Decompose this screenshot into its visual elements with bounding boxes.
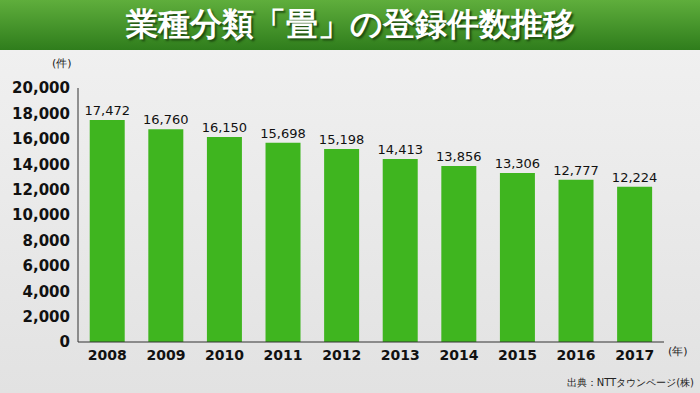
- svg-text:2012: 2012: [322, 347, 361, 363]
- svg-text:2011: 2011: [264, 347, 303, 363]
- svg-text:18,000: 18,000: [12, 105, 70, 123]
- svg-text:2008: 2008: [88, 347, 127, 363]
- svg-text:14,000: 14,000: [12, 156, 70, 174]
- svg-text:13,856: 13,856: [436, 149, 482, 164]
- svg-text:2013: 2013: [381, 347, 420, 363]
- svg-text:20,000: 20,000: [12, 79, 70, 97]
- svg-text:2014: 2014: [439, 347, 478, 363]
- html-text:業種分類「畳」の登録件数推移: 業種分類「畳」の登録件数推移: [125, 5, 575, 43]
- svg-text:16,150: 16,150: [202, 120, 248, 135]
- svg-text:10,000: 10,000: [12, 206, 70, 224]
- svg-text:12,224: 12,224: [612, 170, 658, 185]
- html-text:(件): (件): [52, 57, 72, 70]
- svg-text:16,000: 16,000: [12, 130, 70, 148]
- svg-text:2010: 2010: [205, 347, 244, 363]
- svg-text:14,413: 14,413: [377, 142, 423, 157]
- html-text:(年): (年): [668, 345, 688, 358]
- svg-text:2017: 2017: [615, 347, 654, 363]
- svg-text:2015: 2015: [498, 347, 537, 363]
- svg-text:15,698: 15,698: [260, 126, 306, 141]
- svg-text:12,000: 12,000: [12, 181, 70, 199]
- svg-text:2009: 2009: [146, 347, 185, 363]
- svg-text:17,472: 17,472: [84, 103, 130, 118]
- svg-text:6,000: 6,000: [23, 257, 70, 275]
- svg-text:0: 0: [60, 333, 70, 351]
- svg-text:15,198: 15,198: [319, 132, 365, 147]
- svg-text:4,000: 4,000: [23, 283, 70, 301]
- svg-text:12,777: 12,777: [553, 163, 599, 178]
- html-text:出典：NTTタウンページ(株): 出典：NTTタウンページ(株): [566, 377, 694, 388]
- svg-text:13,306: 13,306: [495, 156, 541, 171]
- svg-text:8,000: 8,000: [23, 232, 70, 250]
- svg-text:2,000: 2,000: [23, 308, 70, 326]
- svg-text:16,760: 16,760: [143, 112, 189, 127]
- svg-text:2016: 2016: [557, 347, 596, 363]
